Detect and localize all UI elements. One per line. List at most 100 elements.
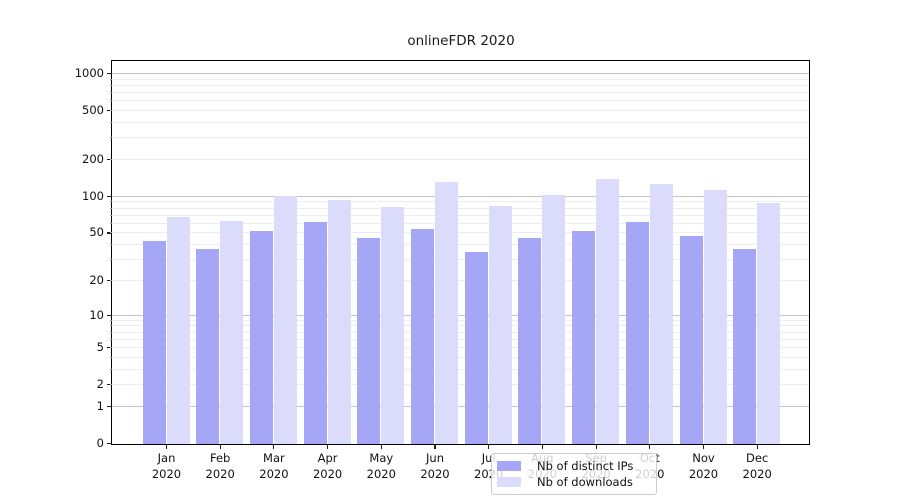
bar-downloads — [488, 206, 512, 444]
grid-line-minor — [112, 244, 809, 246]
y-minor-tick-mark — [109, 92, 112, 94]
y-tick-label: 0 — [96, 436, 104, 450]
bar-downloads — [166, 217, 190, 444]
y-minor-tick-mark — [109, 85, 112, 87]
grid-line-major — [112, 405, 809, 407]
legend: Nb of distinct IPs Nb of downloads — [491, 453, 657, 495]
grid-line-minor — [112, 384, 809, 386]
bar-distinct-ips — [572, 231, 596, 444]
y-tick-mark — [107, 232, 112, 234]
y-tick-label: 1000 — [74, 66, 104, 81]
y-minor-tick-mark — [109, 331, 112, 333]
grid-line-major — [112, 314, 809, 316]
grid-line-minor — [112, 222, 809, 224]
grid-line-minor — [112, 368, 809, 370]
grid-line-minor — [112, 92, 809, 94]
y-minor-tick-mark — [109, 384, 112, 386]
y-minor-tick-mark — [109, 100, 112, 102]
bar-distinct-ips — [464, 252, 488, 444]
x-tick-mark — [165, 444, 168, 449]
y-minor-tick-mark — [109, 347, 112, 349]
y-minor-tick-mark — [109, 122, 112, 124]
grid-line-minor — [112, 207, 809, 209]
grid-line-minor — [112, 356, 809, 358]
y-tick-label: 20 — [89, 272, 104, 287]
x-tick-mark — [595, 444, 597, 449]
bar-distinct-ips — [625, 222, 649, 444]
y-minor-tick-mark — [109, 159, 112, 161]
x-tick-label: Jun 2020 — [420, 451, 450, 481]
y-tick-mark — [107, 195, 112, 197]
bar-distinct-ips — [142, 241, 166, 444]
legend-item-downloads: Nb of downloads — [497, 474, 649, 490]
grid-line-minor — [112, 201, 809, 203]
legend-label-distinct-ips: Nb of distinct IPs — [537, 459, 634, 473]
y-tick-mark — [107, 405, 112, 407]
y-minor-tick-mark — [109, 356, 112, 358]
y-minor-tick-mark — [109, 201, 112, 203]
bar-distinct-ips — [357, 237, 381, 444]
y-minor-tick-mark — [109, 207, 112, 209]
x-tick-label: Dec 2020 — [742, 451, 772, 481]
y-tick-label: 100 — [82, 188, 104, 203]
y-tick-mark — [107, 73, 112, 75]
bar-downloads — [381, 206, 405, 444]
x-tick-mark — [649, 444, 651, 449]
x-tick-label: Nov 2020 — [688, 451, 719, 481]
y-minor-tick-mark — [109, 368, 112, 370]
x-tick-label: Feb 2020 — [205, 451, 235, 481]
plot-area: Nb of distinct IPs Nb of downloads — [111, 60, 810, 495]
x-tick-mark — [380, 444, 382, 449]
x-tick-mark — [756, 444, 758, 449]
bar-distinct-ips — [733, 249, 757, 444]
y-tick-mark — [107, 346, 112, 349]
y-minor-tick-mark — [109, 110, 112, 112]
y-minor-tick-mark — [109, 325, 112, 327]
x-tick-mark — [219, 444, 221, 449]
bar-downloads — [220, 220, 244, 444]
y-minor-tick-mark — [109, 338, 112, 340]
grid-line-minor — [112, 347, 809, 349]
x-tick-label: May 2020 — [366, 451, 396, 481]
y-tick-label: 10 — [89, 307, 104, 322]
legend-label-downloads: Nb of downloads — [537, 475, 633, 489]
grid-line-minor — [112, 259, 809, 261]
x-tick-mark — [327, 444, 329, 449]
grid-line-minor — [112, 338, 809, 340]
y-tick-mark — [107, 384, 112, 386]
x-tick-mark — [702, 444, 705, 449]
grid-line-minor — [112, 78, 809, 80]
grid-line-major — [112, 73, 809, 75]
y-tick-mark — [107, 314, 112, 316]
legend-swatch-distinct-ips — [497, 461, 521, 471]
y-tick-mark — [107, 110, 112, 112]
grid-line-minor — [112, 319, 809, 321]
bar-downloads — [327, 199, 351, 444]
y-tick-mark — [107, 442, 112, 445]
y-tick-label: 1 — [96, 398, 104, 413]
y-tick-mark — [107, 279, 112, 282]
bar-downloads — [649, 183, 673, 444]
grid-line-minor — [112, 325, 809, 327]
bar-downloads — [273, 195, 297, 444]
grid-line-minor — [112, 279, 809, 281]
grid-line-minor — [112, 122, 809, 124]
x-tick-mark — [541, 444, 543, 449]
grid-line-minor — [112, 159, 809, 161]
y-minor-tick-mark — [109, 232, 112, 234]
x-tick-label: Jan 2020 — [151, 451, 182, 481]
bar-distinct-ips — [249, 231, 273, 444]
y-tick-label: 500 — [82, 103, 104, 118]
y-minor-tick-mark — [109, 259, 112, 261]
bar-distinct-ips — [411, 229, 434, 444]
x-tick-label: Apr 2020 — [312, 451, 343, 481]
x-tick-mark — [488, 444, 490, 449]
grid-line-minor — [112, 85, 809, 87]
grid-line-major — [112, 195, 809, 197]
y-minor-tick-mark — [109, 222, 112, 224]
bar-downloads — [703, 190, 727, 444]
grid-line-minor — [112, 100, 809, 102]
bar-downloads — [542, 194, 566, 444]
y-tick-label: 5 — [96, 340, 104, 355]
